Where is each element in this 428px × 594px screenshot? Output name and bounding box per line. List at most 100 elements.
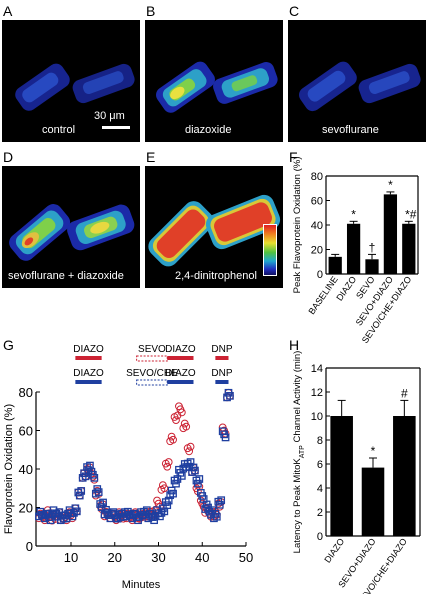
panel-letter-f: F — [289, 149, 298, 165]
micrograph-sevo-diazoxide: sevoflurane + diazoxide — [2, 166, 140, 288]
data-point — [94, 488, 103, 496]
data-point — [217, 496, 226, 505]
y-tick-label: 80 — [311, 171, 323, 183]
significance-marker: * — [371, 444, 376, 458]
data-point — [185, 447, 194, 456]
treatment-bar — [75, 356, 102, 360]
data-point — [195, 475, 204, 483]
micrograph-sevoflurane: sevoflurane — [288, 20, 426, 142]
data-point — [77, 487, 86, 495]
data-point — [99, 498, 107, 507]
category-label: DIAZO — [334, 274, 358, 302]
significance-marker: *# — [405, 207, 417, 221]
y-axis-label: Latency to Peak MitoKATP Channel Activit… — [292, 351, 306, 554]
category-label: DIAZO — [322, 536, 346, 564]
treatment-bar — [75, 380, 102, 384]
micrograph-control: control 30 μm — [2, 20, 140, 142]
bar — [361, 467, 385, 536]
data-point — [215, 500, 224, 509]
bar — [330, 416, 353, 536]
x-tick-label: 50 — [239, 550, 253, 565]
data-point — [72, 507, 81, 516]
treatment-label: SEVO — [138, 344, 166, 355]
bar — [365, 259, 379, 274]
data-point — [177, 472, 186, 480]
data-point — [221, 433, 230, 442]
treatment-label: DNP — [211, 368, 232, 379]
bar — [402, 223, 416, 274]
y-axis-label: Flavoprotein Oxidation (%) — [3, 404, 15, 534]
y-tick-label: 2 — [317, 507, 323, 519]
caption-sevoflurane: sevoflurane — [322, 124, 379, 136]
data-point — [150, 516, 158, 525]
bar — [346, 223, 361, 274]
data-point — [186, 442, 195, 451]
data-point — [163, 501, 172, 510]
color-scale-legend — [263, 224, 277, 276]
treatment-label: DIAZO — [165, 344, 196, 355]
panel-letter-d: D — [3, 149, 14, 165]
y-axis-label: Peak Flavoprotein Oxidation (%) — [292, 157, 303, 294]
panel-letter-h: H — [289, 337, 300, 353]
panel-letter-g: G — [3, 337, 14, 353]
x-axis-label: Minutes — [122, 579, 161, 591]
panel-letter-a: A — [3, 3, 13, 19]
chart-peak-flavoprotein: 0 20 40 60 80 Peak Flavoprotein Oxidation (%)… — [292, 157, 419, 345]
data-point — [191, 466, 199, 475]
data-point — [164, 496, 173, 505]
treatment-bar-dashed — [136, 355, 168, 362]
bar — [393, 416, 416, 536]
caption-diazoxide: diazoxide — [185, 124, 232, 136]
data-point — [226, 392, 234, 400]
caption-dnp: 2,4-dinitrophenol — [175, 270, 257, 282]
significance-marker: * — [351, 207, 356, 221]
y-tick-label: 20 — [311, 245, 323, 257]
micrograph-dnp: 2,4-dinitrophenol — [145, 166, 283, 288]
cell-image-sevoflurane — [299, 61, 421, 112]
bar — [383, 194, 398, 274]
bar — [328, 256, 342, 274]
panel-letter-c: C — [289, 3, 300, 19]
cell-image-dnp — [148, 194, 281, 267]
significance-marker: * — [388, 178, 393, 192]
data-point — [169, 489, 177, 498]
x-tick-label: 30 — [151, 550, 165, 565]
chart-latency-mitokatp: 0 2 4 6 8 10 12 14 Latency to Peak MitoKATP Chan… — [292, 351, 421, 594]
data-point — [172, 479, 180, 488]
y-tick-label: 10 — [311, 411, 323, 423]
y-tick-label: 80 — [19, 385, 33, 400]
y-tick-label: 60 — [311, 196, 323, 208]
y-tick-label: 0 — [317, 269, 323, 281]
treatment-bar — [167, 356, 194, 360]
data-point — [177, 408, 186, 417]
treatment-label: SEVO/CHE — [126, 368, 178, 379]
x-tick-label: 20 — [108, 550, 122, 565]
data-point — [90, 474, 99, 482]
treatment-bar — [215, 356, 229, 360]
scale-bar — [102, 126, 130, 129]
data-point — [169, 435, 177, 444]
data-point — [212, 512, 221, 521]
data-point — [46, 516, 55, 525]
y-tick-label: 60 — [19, 424, 33, 439]
y-tick-label: 0 — [317, 531, 323, 543]
data-point — [163, 462, 172, 471]
y-tick-label: 20 — [19, 501, 33, 516]
significance-marker: † — [369, 240, 376, 254]
y-tick-label: 40 — [19, 462, 33, 477]
treatment-label: DIAZO — [165, 368, 196, 379]
data-point — [160, 484, 169, 493]
data-point — [194, 479, 202, 488]
caption-control: control — [42, 124, 76, 136]
y-tick-label: 12 — [311, 387, 323, 399]
data-point — [172, 416, 180, 425]
treatment-bar — [215, 380, 229, 384]
cell-image-sevo-diazoxide — [9, 204, 135, 261]
data-point — [182, 422, 191, 431]
scale-bar-label: 30 μm — [94, 110, 125, 122]
panel-letter-e: E — [146, 149, 156, 165]
panel-letter-b: B — [146, 3, 156, 19]
y-tick-label: 40 — [311, 220, 323, 232]
x-tick-label: 10 — [64, 550, 78, 565]
